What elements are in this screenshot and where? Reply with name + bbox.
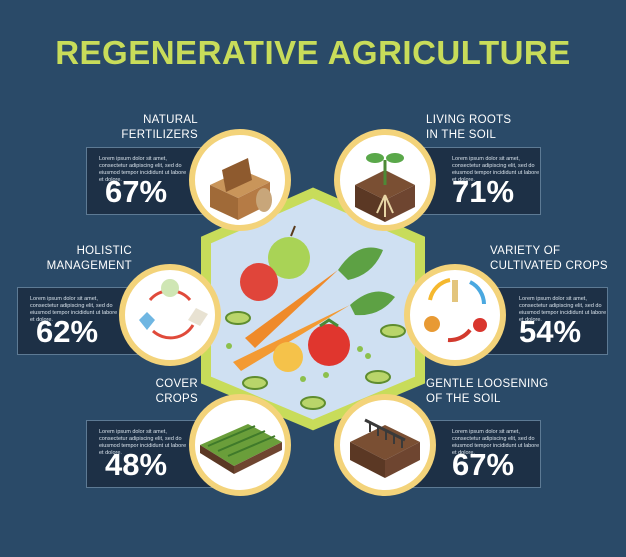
page-title: REGENERATIVE AGRICULTURE: [55, 34, 571, 71]
cover-crops-icon: [189, 394, 291, 496]
description-text: Lorem ipsum dolor sit amet, consectetur …: [99, 156, 187, 183]
percentage-value: 71%: [452, 174, 515, 209]
tomato-icon: [308, 324, 350, 366]
description-text: Lorem ipsum dolor sit amet, consectetur …: [99, 429, 187, 456]
heading-living-roots: LIVING ROOTS IN THE SOIL: [426, 114, 512, 141]
fertilizer-box-icon: [189, 129, 291, 231]
percentage-value: 54%: [519, 314, 582, 349]
apple-icon: [268, 237, 310, 279]
percentage-value: 67%: [452, 447, 515, 482]
heading-gentle-loosening: GENTLE LOOSENING OF THE SOIL: [426, 378, 549, 405]
percentage-value: 67%: [105, 174, 168, 209]
soil-rake-icon: [334, 394, 436, 496]
heading-cover-crops: COVER CROPS: [155, 378, 198, 405]
cycle-icon: [119, 264, 221, 366]
heading-holistic-management: HOLISTIC MANAGEMENT: [46, 245, 132, 272]
heading-natural-fertilizers: NATURAL FERTILIZERS: [121, 114, 198, 141]
description-text: Lorem ipsum dolor sit amet, consectetur …: [452, 429, 540, 456]
plant-roots-icon: [334, 129, 436, 231]
apple-icon: [240, 263, 278, 301]
description-text: Lorem ipsum dolor sit amet, consectetur …: [452, 156, 540, 183]
description-text: Lorem ipsum dolor sit amet, consectetur …: [30, 296, 118, 323]
carrot-icon: [245, 270, 338, 348]
onion-icon: [273, 342, 303, 372]
heading-variety-crops: VARIETY OF CULTIVATED CROPS: [490, 245, 608, 272]
carrot-icon: [233, 305, 350, 371]
cucumber-slice-icon: [225, 311, 406, 410]
description-text: Lorem ipsum dolor sit amet, consectetur …: [519, 296, 607, 323]
percentage-value: 62%: [36, 314, 99, 349]
crop-rotation-icon: [404, 264, 506, 366]
percentage-value: 48%: [105, 447, 168, 482]
